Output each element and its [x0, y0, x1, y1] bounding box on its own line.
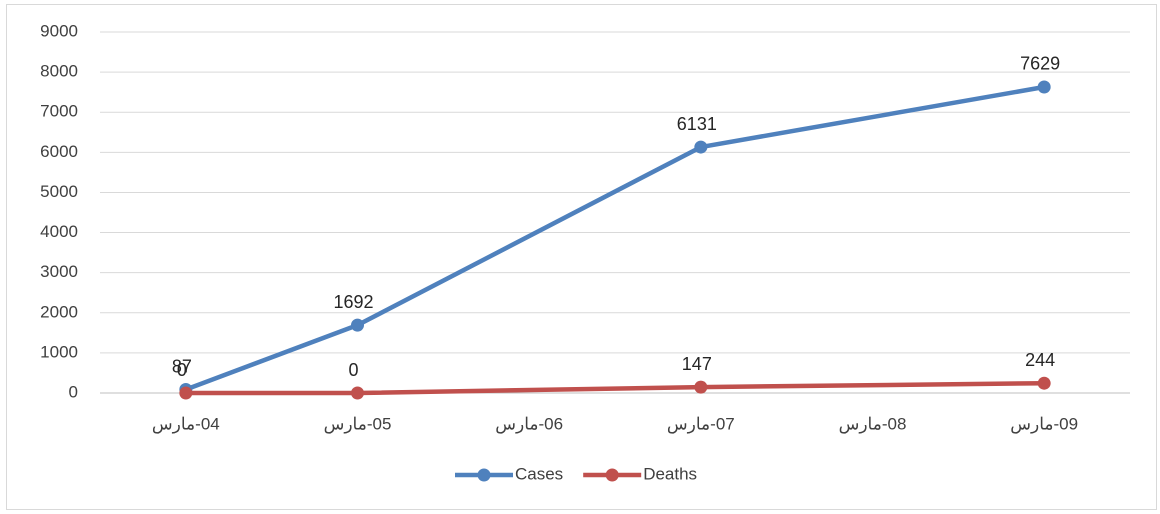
legend-marker [477, 468, 491, 482]
data-label: 6131 [677, 114, 717, 134]
x-tick-label: 05-مارس [324, 414, 392, 434]
x-tick-label: 09-مارس [1010, 414, 1078, 434]
chart-border [6, 4, 1157, 510]
data-label: 0 [348, 360, 358, 380]
y-tick-label: 0 [69, 382, 78, 401]
y-tick-label: 5000 [40, 182, 78, 201]
point [1037, 80, 1051, 94]
data-label: 0 [177, 360, 187, 380]
x-tick-label: 07-مارس [667, 414, 735, 434]
x-tick-label: 08-مارس [839, 414, 907, 434]
y-tick-label: 6000 [40, 142, 78, 161]
legend-marker [605, 468, 619, 482]
data-label: 1692 [333, 292, 373, 312]
data-label: 244 [1025, 350, 1055, 370]
x-tick-label: 06-مارس [495, 414, 563, 434]
series-line [185, 84, 1045, 392]
data-label: 7629 [1020, 54, 1060, 74]
point [694, 140, 708, 154]
y-tick-label: 7000 [40, 102, 78, 121]
point [179, 386, 193, 400]
y-tick-label: 9000 [40, 21, 78, 40]
y-tick-label: 3000 [40, 262, 78, 281]
point [351, 386, 364, 400]
point [351, 318, 364, 332]
point [694, 380, 708, 394]
y-tick-label: 8000 [40, 62, 78, 81]
legend-label: Deaths [643, 464, 697, 483]
data-label: 87 [172, 356, 192, 376]
y-tick-label: 4000 [40, 222, 78, 241]
point [1037, 376, 1051, 390]
legend-label: Cases [515, 464, 563, 483]
data-label: 147 [682, 354, 712, 374]
y-tick-label: 2000 [40, 302, 78, 321]
y-tick-label: 1000 [40, 342, 78, 361]
x-tick-label: 04-مارس [152, 414, 220, 434]
series-line [185, 380, 1045, 396]
